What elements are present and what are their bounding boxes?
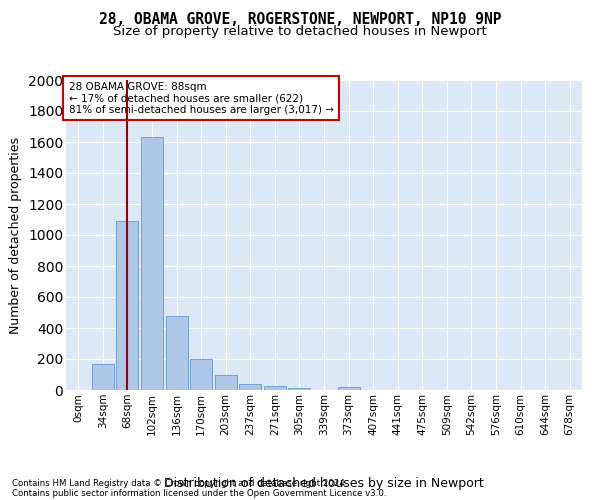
Bar [338,387,359,390]
Bar [92,364,114,390]
Y-axis label: Number of detached properties: Number of detached properties [10,136,22,334]
Bar [141,138,163,390]
Text: 28 OBAMA GROVE: 88sqm
← 17% of detached houses are smaller (622)
81% of semi-det: 28 OBAMA GROVE: 88sqm ← 17% of detached … [68,82,334,115]
Bar [239,384,262,390]
Bar [166,316,188,390]
Bar [289,388,310,390]
Text: 28, OBAMA GROVE, ROGERSTONE, NEWPORT, NP10 9NP: 28, OBAMA GROVE, ROGERSTONE, NEWPORT, NP… [99,12,501,28]
Bar [190,359,212,390]
X-axis label: Distribution of detached houses by size in Newport: Distribution of detached houses by size … [164,476,484,490]
Bar [215,374,237,390]
Text: Size of property relative to detached houses in Newport: Size of property relative to detached ho… [113,25,487,38]
Bar [116,221,139,390]
Text: Contains public sector information licensed under the Open Government Licence v3: Contains public sector information licen… [12,488,386,498]
Text: Contains HM Land Registry data © Crown copyright and database right 2024.: Contains HM Land Registry data © Crown c… [12,478,347,488]
Bar [264,386,286,390]
